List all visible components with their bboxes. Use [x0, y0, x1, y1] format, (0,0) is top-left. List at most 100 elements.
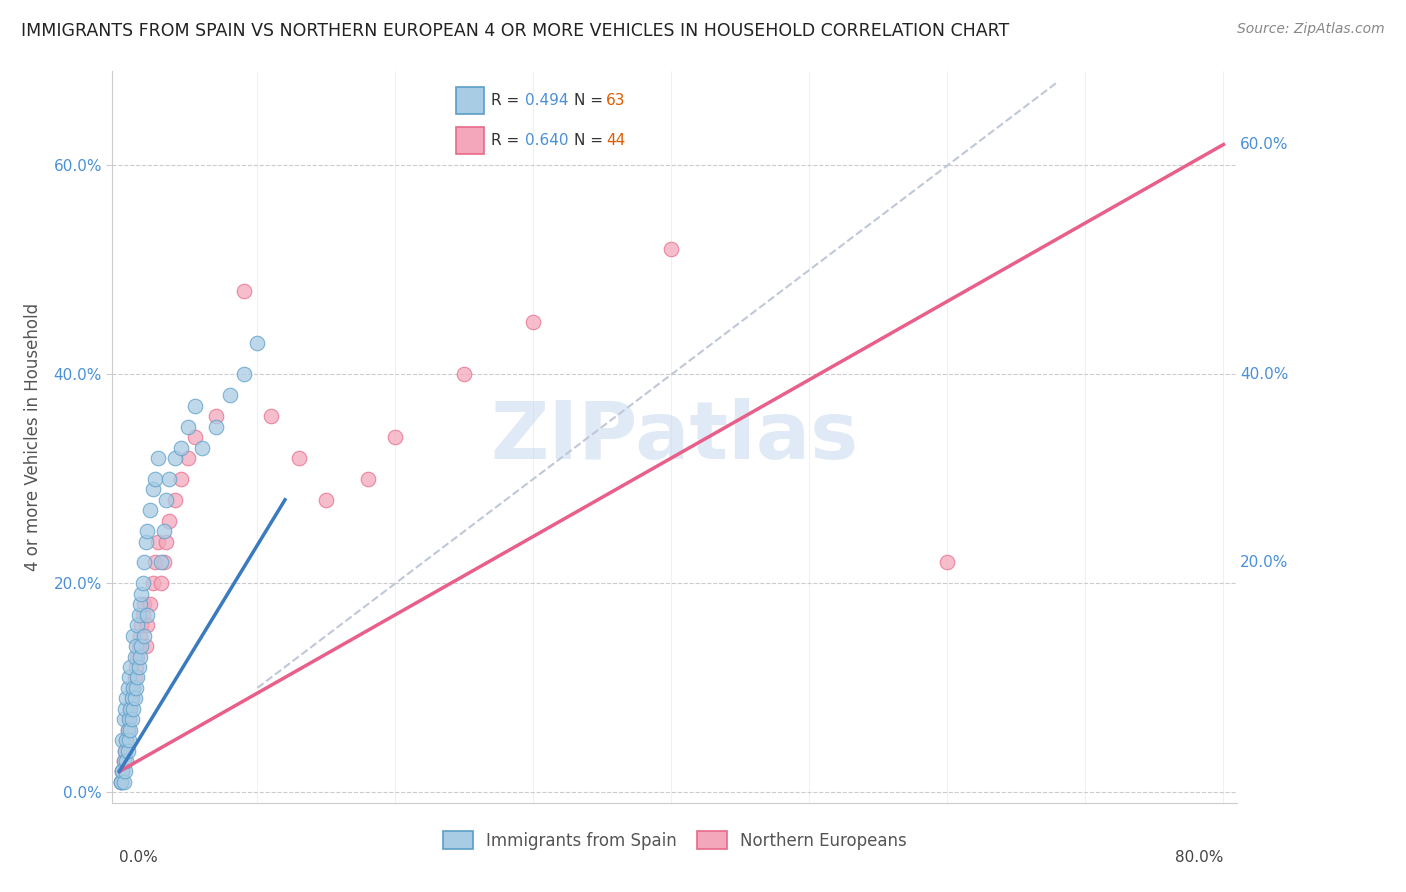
- Point: [152, 556, 174, 570]
- Point: [124, 649, 146, 664]
- Point: [118, 733, 141, 747]
- Point: [131, 587, 153, 601]
- Point: [121, 691, 143, 706]
- Point: [114, 743, 136, 757]
- Point: [112, 754, 135, 768]
- Point: [114, 702, 136, 716]
- Text: 80.0%: 80.0%: [1175, 850, 1223, 865]
- Point: [177, 450, 200, 465]
- Point: [139, 503, 162, 517]
- Point: [128, 639, 150, 653]
- Point: [132, 576, 155, 591]
- Point: [661, 242, 683, 256]
- Point: [184, 399, 207, 413]
- Point: [129, 597, 152, 611]
- Point: [112, 754, 135, 768]
- Point: [170, 441, 193, 455]
- Point: [120, 723, 142, 737]
- Point: [115, 733, 138, 747]
- Point: [157, 514, 180, 528]
- Point: [157, 472, 180, 486]
- Point: [115, 691, 138, 706]
- Point: [118, 670, 141, 684]
- Point: [127, 649, 149, 664]
- Point: [118, 712, 141, 726]
- Point: [315, 492, 337, 507]
- Point: [121, 712, 143, 726]
- Point: [117, 723, 139, 737]
- Point: [149, 556, 172, 570]
- Point: [288, 450, 311, 465]
- Point: [131, 639, 153, 653]
- Point: [155, 492, 177, 507]
- Point: [110, 775, 132, 789]
- Point: [131, 618, 153, 632]
- Point: [141, 576, 163, 591]
- Point: [136, 524, 159, 538]
- Point: [163, 450, 186, 465]
- Point: [129, 629, 152, 643]
- Point: [115, 733, 138, 747]
- Point: [118, 712, 141, 726]
- Point: [522, 315, 544, 329]
- Point: [136, 607, 159, 622]
- Point: [129, 649, 152, 664]
- Point: [114, 743, 136, 757]
- Point: [143, 556, 166, 570]
- Point: [117, 743, 139, 757]
- Text: IMMIGRANTS FROM SPAIN VS NORTHERN EUROPEAN 4 OR MORE VEHICLES IN HOUSEHOLD CORRE: IMMIGRANTS FROM SPAIN VS NORTHERN EUROPE…: [21, 22, 1010, 40]
- Point: [177, 419, 200, 434]
- Point: [453, 368, 475, 382]
- Point: [120, 660, 142, 674]
- Point: [155, 534, 177, 549]
- Point: [205, 409, 228, 424]
- Point: [139, 597, 162, 611]
- Point: [117, 723, 139, 737]
- Point: [146, 534, 169, 549]
- Point: [122, 681, 145, 695]
- Point: [111, 764, 134, 779]
- Point: [110, 775, 132, 789]
- Point: [132, 607, 155, 622]
- Text: 40.0%: 40.0%: [1240, 367, 1288, 382]
- Point: [146, 450, 169, 465]
- Point: [384, 430, 406, 444]
- Point: [122, 629, 145, 643]
- Point: [111, 764, 134, 779]
- Point: [125, 639, 148, 653]
- Point: [112, 712, 135, 726]
- Point: [125, 681, 148, 695]
- Point: [134, 556, 156, 570]
- Point: [149, 576, 172, 591]
- Point: [218, 388, 240, 402]
- Point: [136, 618, 159, 632]
- Y-axis label: 4 or more Vehicles in Household: 4 or more Vehicles in Household: [24, 303, 42, 571]
- Point: [111, 733, 134, 747]
- Point: [205, 419, 228, 434]
- Point: [122, 702, 145, 716]
- Point: [246, 336, 269, 351]
- Point: [122, 681, 145, 695]
- Point: [125, 660, 148, 674]
- Point: [135, 639, 157, 653]
- Point: [134, 597, 156, 611]
- Point: [357, 472, 380, 486]
- Text: 0.0%: 0.0%: [120, 850, 157, 865]
- Legend: Immigrants from Spain, Northern Europeans: Immigrants from Spain, Northern European…: [436, 824, 914, 856]
- Point: [121, 691, 143, 706]
- Point: [260, 409, 283, 424]
- Point: [114, 764, 136, 779]
- Text: ZIPatlas: ZIPatlas: [491, 398, 859, 476]
- Point: [112, 775, 135, 789]
- Point: [152, 524, 174, 538]
- Point: [135, 534, 157, 549]
- Point: [232, 284, 254, 298]
- Point: [143, 472, 166, 486]
- Point: [134, 629, 156, 643]
- Point: [128, 607, 150, 622]
- Point: [936, 556, 959, 570]
- Point: [163, 492, 186, 507]
- Point: [117, 681, 139, 695]
- Point: [170, 472, 193, 486]
- Point: [184, 430, 207, 444]
